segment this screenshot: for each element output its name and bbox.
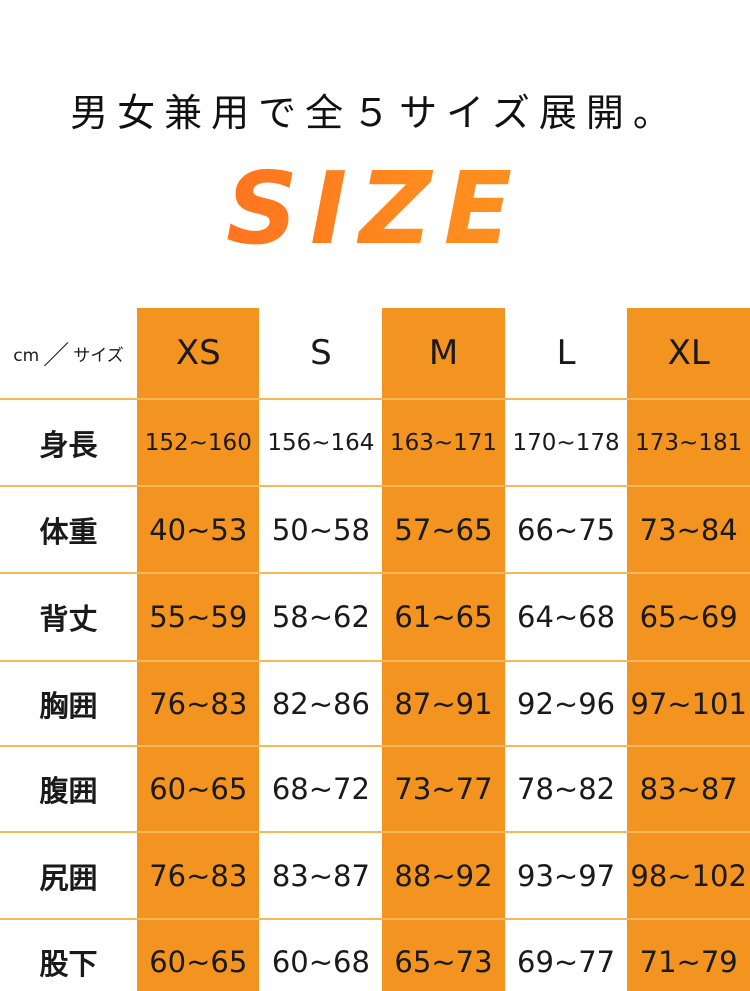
cell-l: 78~82 [504,745,628,832]
cell-s: 82~86 [259,660,383,746]
cell-xl: 73~84 [627,485,750,573]
table-row: 胸囲 76~83 82~86 87~91 92~96 97~101 [0,660,750,746]
row-label: 背丈 [0,572,137,661]
size-header-xs: XS [175,333,221,373]
cell-l: 92~96 [504,660,628,746]
cell-m: 73~77 [382,745,505,832]
cell-xs: 76~83 [137,660,260,746]
cell-s: 68~72 [259,745,383,832]
cell-m: 65~73 [382,918,505,991]
cell-l: 93~97 [504,831,628,919]
size-label: サイズ [73,345,124,366]
corner-cell: cm ／サイズ [0,308,137,399]
cell-s: 83~87 [259,831,383,919]
cell-s: 60~68 [259,918,383,991]
cell-m: 163~171 [382,398,505,486]
cell-m: 61~65 [382,572,505,661]
row-label: 体重 [0,485,137,573]
cell-l: 64~68 [504,572,628,661]
cell-xs: 40~53 [137,485,260,573]
cell-m: 88~92 [382,831,505,919]
row-label: 股下 [0,918,137,991]
cell-xs: 152~160 [137,398,260,486]
size-title: SIZE [0,150,750,267]
size-header-l: L [556,333,576,373]
cell-xl: 83~87 [627,745,750,832]
cell-xs: 60~65 [137,918,260,991]
cell-m: 57~65 [382,485,505,573]
cell-xs: 60~65 [137,745,260,832]
cell-xl: 71~79 [627,918,750,991]
cell-s: 58~62 [259,572,383,661]
cell-l: 170~178 [504,398,628,486]
cell-s: 50~58 [259,485,383,573]
row-label: 尻囲 [0,831,137,919]
cell-m: 87~91 [382,660,505,746]
cell-xl: 97~101 [627,660,750,746]
size-header-m: M [428,333,459,373]
table-row: 尻囲 76~83 83~87 88~92 93~97 98~102 [0,831,750,919]
row-label: 胸囲 [0,660,137,746]
headline: 男女兼用で全５サイズ展開。 [70,91,680,135]
cell-l: 69~77 [504,918,628,991]
cell-s: 156~164 [259,398,383,486]
size-table: cm ／サイズ XS S M L XL 身長 152~160 156~164 163~1… [0,308,750,991]
header-row: cm ／サイズ XS S M L XL [0,308,750,399]
table-row: 腹囲 60~65 68~72 73~77 78~82 83~87 [0,745,750,832]
cell-xl: 65~69 [627,572,750,661]
table-row: 体重 40~53 50~58 57~65 66~75 73~84 [0,485,750,573]
cell-xs: 76~83 [137,831,260,919]
cell-xl: 173~181 [627,398,750,486]
cell-l: 66~75 [504,485,628,573]
table-row: 背丈 55~59 58~62 61~65 64~68 65~69 [0,572,750,661]
separator: ／ [43,340,70,371]
row-label: 腹囲 [0,745,137,832]
size-header-xl: XL [667,333,710,373]
row-label: 身長 [0,398,137,486]
unit-label: cm [13,345,40,366]
table-row: 股下 60~65 60~68 65~73 69~77 71~79 [0,918,750,991]
table-row: 身長 152~160 156~164 163~171 170~178 173~181 [0,398,750,486]
size-header-s: S [310,333,332,373]
cell-xs: 55~59 [137,572,260,661]
cell-xl: 98~102 [627,831,750,919]
